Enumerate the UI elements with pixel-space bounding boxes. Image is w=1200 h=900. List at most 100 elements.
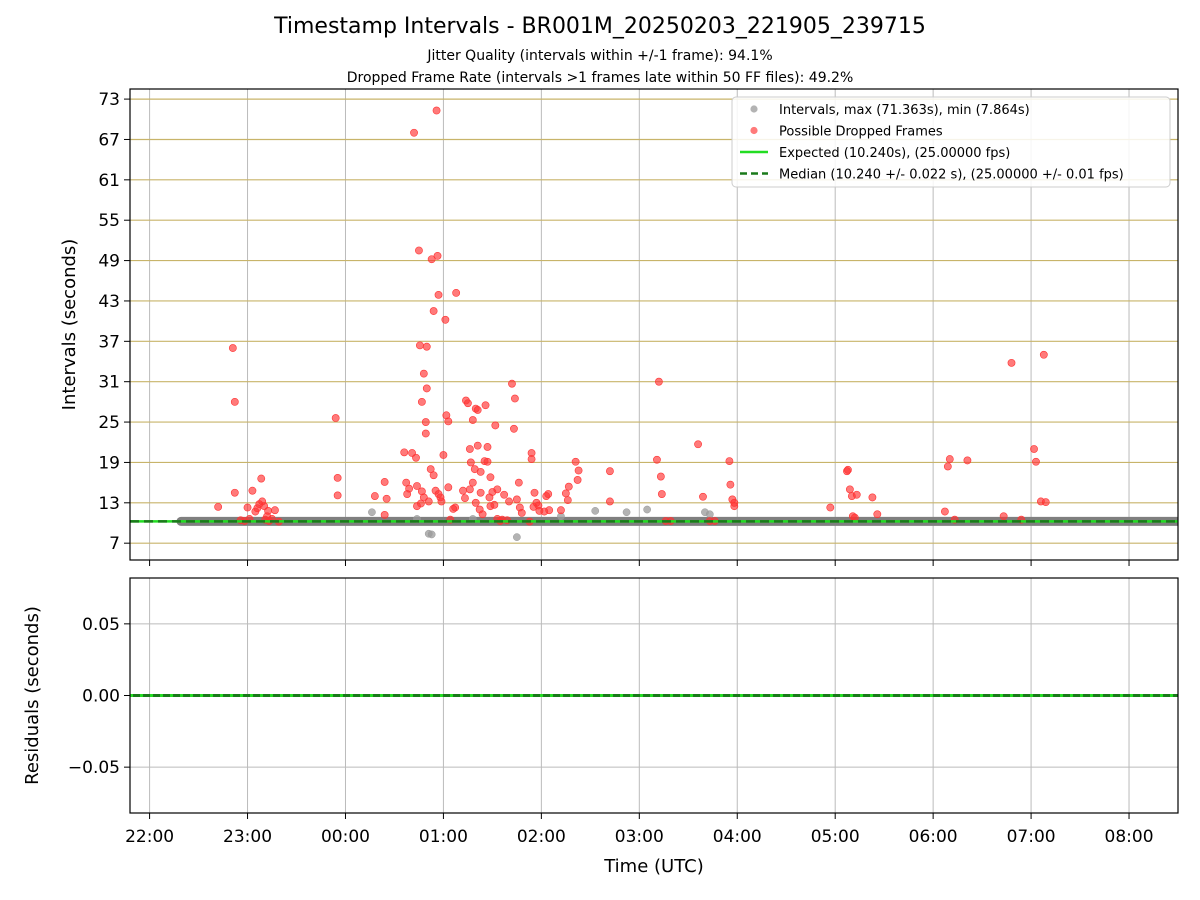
bottom-y-axis-label: Residuals (seconds) bbox=[22, 606, 43, 785]
bottom-xtick-label-2: 00:00 bbox=[321, 827, 370, 847]
dropped-point-27 bbox=[380, 478, 389, 486]
dropped-point-65 bbox=[444, 483, 453, 492]
dropped-point-61 bbox=[439, 451, 448, 459]
dropped-point-162 bbox=[963, 456, 972, 465]
dropped-point-170 bbox=[1041, 498, 1050, 507]
dropped-point-109 bbox=[514, 478, 523, 487]
dropped-point-97 bbox=[491, 421, 500, 430]
chart-title: Timestamp Intervals - BR001M_20250203_22… bbox=[274, 14, 926, 39]
dropped-point-0 bbox=[214, 502, 223, 511]
top-ytick-label-8: 55 bbox=[98, 211, 120, 231]
dropped-point-42 bbox=[417, 397, 426, 406]
dropped-point-62 bbox=[441, 315, 450, 324]
dropped-point-68 bbox=[451, 503, 460, 512]
dropped-point-85 bbox=[476, 467, 485, 476]
dropped-point-130 bbox=[574, 466, 583, 475]
dropped-point-157 bbox=[873, 510, 882, 519]
dropped-point-24 bbox=[333, 491, 342, 500]
chart-subtitle-dropped: Dropped Frame Rate (intervals >1 frames … bbox=[346, 70, 854, 86]
bottom-xtick-label-3: 01:00 bbox=[419, 827, 468, 847]
dropped-point-114 bbox=[527, 455, 536, 463]
interval-point-6 bbox=[591, 507, 600, 515]
interval-point-8 bbox=[643, 505, 651, 514]
dropped-point-83 bbox=[473, 406, 482, 414]
chart-subtitle-jitter: Jitter Quality (intervals within +/-1 fr… bbox=[427, 48, 773, 64]
dropped-point-160 bbox=[945, 455, 954, 463]
dropped-point-25 bbox=[370, 492, 379, 500]
dropped-point-147 bbox=[730, 502, 739, 511]
dropped-point-49 bbox=[424, 497, 433, 506]
dropped-point-122 bbox=[544, 490, 553, 498]
dropped-point-37 bbox=[413, 482, 421, 490]
dropped-point-1 bbox=[228, 344, 237, 352]
legend-label-1: Possible Dropped Frames bbox=[779, 125, 943, 140]
dropped-point-51 bbox=[427, 255, 436, 264]
top-ytick-label-6: 43 bbox=[98, 292, 120, 312]
dropped-point-107 bbox=[511, 394, 519, 403]
dropped-point-154 bbox=[852, 490, 861, 499]
x-axis-label: Time (UTC) bbox=[603, 856, 704, 877]
legend-box bbox=[731, 96, 1171, 188]
dropped-point-57 bbox=[434, 290, 443, 299]
dropped-point-74 bbox=[465, 445, 474, 453]
top-ytick-label-4: 31 bbox=[98, 373, 120, 393]
top-ytick-label-0: 7 bbox=[109, 534, 120, 554]
interval-point-10 bbox=[705, 510, 714, 519]
dropped-point-75 bbox=[465, 485, 474, 494]
interval-point-2 bbox=[427, 530, 436, 539]
legend-label-0: Intervals, max (71.363s), min (7.864s) bbox=[779, 103, 1030, 118]
top-ytick-label-3: 25 bbox=[98, 413, 120, 433]
dropped-point-136 bbox=[657, 490, 666, 498]
bottom-xtick-label-1: 23:00 bbox=[223, 827, 272, 847]
bottom-xtick-label-0: 22:00 bbox=[125, 827, 174, 847]
dropped-point-34 bbox=[410, 128, 418, 137]
dropped-point-108 bbox=[512, 495, 521, 504]
dropped-point-47 bbox=[422, 342, 431, 351]
dropped-point-166 bbox=[1030, 445, 1038, 453]
dropped-point-20 bbox=[271, 506, 279, 515]
dropped-point-44 bbox=[419, 369, 428, 378]
top-ytick-label-2: 19 bbox=[98, 453, 120, 473]
interval-point-0 bbox=[368, 508, 376, 517]
dropped-point-6 bbox=[243, 503, 252, 512]
dropped-point-123 bbox=[545, 506, 554, 515]
dropped-point-86 bbox=[476, 488, 485, 497]
top-ytick-label-7: 49 bbox=[98, 252, 120, 272]
dropped-point-133 bbox=[653, 455, 661, 464]
dropped-point-150 bbox=[844, 465, 852, 474]
dropped-point-143 bbox=[725, 457, 734, 465]
dropped-point-135 bbox=[656, 472, 665, 481]
dropped-point-26 bbox=[380, 511, 389, 519]
interval-point-7 bbox=[622, 508, 631, 517]
dropped-point-96 bbox=[490, 500, 499, 509]
dropped-point-28 bbox=[382, 494, 391, 503]
legend-label-3: Median (10.240 +/- 0.022 s), (25.00000 +… bbox=[779, 168, 1124, 183]
legend-marker-intervals bbox=[750, 105, 758, 113]
dropped-point-132 bbox=[606, 497, 614, 506]
bottom-xtick-label-8: 06:00 bbox=[909, 827, 958, 847]
dropped-point-169 bbox=[1039, 350, 1048, 359]
dropped-point-55 bbox=[432, 106, 441, 115]
dropped-point-2 bbox=[230, 397, 239, 406]
top-axes-frame bbox=[129, 88, 1179, 561]
dropped-point-127 bbox=[564, 482, 573, 491]
dropped-point-73 bbox=[464, 399, 472, 408]
bottom-xtick-label-9: 07:00 bbox=[1007, 827, 1056, 847]
dropped-point-139 bbox=[694, 440, 702, 449]
residuals-panel: 22:00 23:00 00:00 01:00 02:00 03:00 04:00 05:00… bbox=[22, 577, 1179, 877]
dropped-point-144 bbox=[726, 480, 735, 489]
dropped-point-64 bbox=[444, 417, 453, 426]
dropped-point-3 bbox=[230, 488, 239, 497]
dropped-point-71 bbox=[461, 494, 469, 502]
dropped-point-60 bbox=[437, 497, 446, 506]
dropped-point-140 bbox=[699, 492, 707, 501]
top-ytick-label-1: 13 bbox=[98, 494, 120, 514]
top-ytick-label-9: 61 bbox=[98, 171, 120, 191]
dropped-point-70 bbox=[459, 486, 467, 495]
dropped-point-163 bbox=[999, 512, 1008, 521]
dropped-point-151 bbox=[845, 485, 854, 494]
dropped-point-12 bbox=[257, 474, 266, 483]
dropped-point-38 bbox=[415, 246, 423, 255]
dropped-point-124 bbox=[557, 506, 565, 515]
bottom-ytick-label-2: 0.05 bbox=[82, 615, 120, 635]
